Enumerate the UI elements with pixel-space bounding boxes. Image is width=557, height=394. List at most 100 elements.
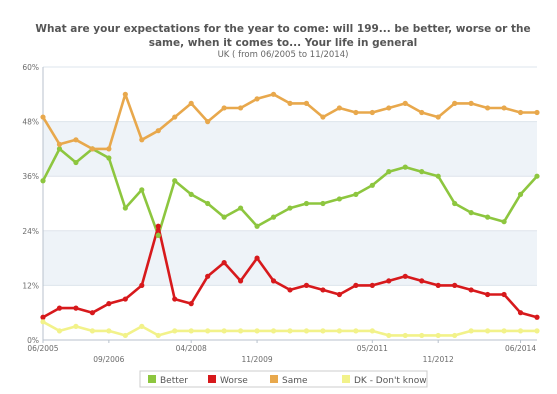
- data-point: [254, 223, 260, 229]
- legend-swatch: [148, 375, 156, 383]
- data-point: [468, 328, 474, 334]
- data-point: [188, 191, 194, 197]
- data-point: [238, 278, 244, 284]
- data-point: [485, 328, 491, 334]
- legend-swatch: [208, 375, 216, 383]
- data-point: [188, 328, 194, 334]
- legend-swatch: [342, 375, 350, 383]
- data-point: [221, 214, 227, 220]
- data-point: [452, 332, 458, 339]
- data-point: [155, 232, 161, 238]
- x-tick-label: 05/2011: [357, 344, 388, 353]
- x-tick-label: 11/2012: [423, 355, 454, 364]
- data-point: [369, 328, 375, 334]
- chart-title-line1: What are your expectations for the year …: [35, 23, 530, 35]
- data-point: [155, 128, 161, 134]
- data-point: [419, 332, 425, 339]
- data-point: [139, 323, 145, 329]
- data-point: [73, 323, 79, 329]
- data-point: [254, 255, 260, 261]
- data-point: [221, 260, 227, 266]
- data-point: [353, 109, 359, 116]
- data-point: [517, 191, 524, 197]
- data-point: [89, 310, 95, 316]
- data-point: [452, 282, 458, 288]
- plot-band: [43, 67, 537, 122]
- data-point: [139, 137, 145, 143]
- data-point: [386, 169, 392, 175]
- plot-band: [43, 230, 537, 286]
- data-point: [485, 291, 491, 298]
- data-point: [534, 173, 540, 179]
- data-point: [320, 328, 326, 334]
- data-point: [435, 332, 441, 339]
- data-point: [320, 287, 326, 293]
- x-tick-label: 06/2005: [27, 344, 58, 353]
- data-point: [287, 287, 293, 293]
- y-tick-label: 60%: [22, 63, 39, 72]
- data-point: [287, 205, 293, 211]
- data-point: [205, 119, 211, 125]
- data-point: [287, 328, 293, 334]
- data-point: [139, 282, 145, 288]
- data-point: [501, 291, 507, 298]
- y-tick-label: 24%: [22, 227, 39, 236]
- data-point: [517, 328, 524, 334]
- data-point: [40, 319, 46, 325]
- data-point: [155, 332, 161, 339]
- data-point: [122, 296, 128, 302]
- data-point: [188, 100, 194, 106]
- data-point: [56, 146, 63, 152]
- data-point: [221, 328, 227, 334]
- data-point: [40, 314, 46, 320]
- data-point: [205, 200, 211, 207]
- data-point: [419, 109, 425, 116]
- data-point: [353, 282, 359, 288]
- data-point: [89, 146, 95, 152]
- data-point: [468, 287, 474, 293]
- data-point: [270, 328, 277, 334]
- x-tick-label: 04/2008: [176, 344, 207, 353]
- data-point: [205, 273, 211, 279]
- data-point: [452, 100, 458, 106]
- data-point: [106, 155, 112, 161]
- legend-label: DK - Don't know: [354, 376, 427, 386]
- data-point: [501, 328, 507, 334]
- data-point: [336, 196, 342, 202]
- data-point: [534, 109, 540, 116]
- data-point: [238, 328, 244, 334]
- data-point: [534, 328, 540, 334]
- plot-band: [43, 121, 537, 177]
- data-point: [172, 178, 178, 184]
- chart-subtitle: UK ( from 06/2005 to 11/2014): [218, 50, 349, 60]
- data-point: [122, 332, 128, 339]
- data-point: [73, 305, 79, 311]
- data-point: [517, 310, 524, 316]
- data-point: [485, 214, 491, 220]
- data-point: [106, 328, 112, 334]
- y-tick-label: 36%: [22, 172, 39, 181]
- data-point: [402, 100, 408, 106]
- data-point: [303, 328, 310, 334]
- data-point: [40, 114, 46, 120]
- data-point: [402, 164, 408, 170]
- data-point: [369, 282, 375, 288]
- data-point: [320, 200, 326, 207]
- data-point: [73, 159, 79, 166]
- legend-label: Better: [160, 376, 188, 386]
- data-point: [501, 219, 507, 225]
- data-point: [386, 332, 392, 339]
- data-point: [270, 278, 277, 284]
- data-point: [435, 173, 441, 179]
- data-point: [452, 200, 458, 207]
- data-point: [205, 328, 211, 334]
- data-point: [56, 305, 63, 311]
- data-point: [122, 91, 128, 97]
- data-point: [287, 100, 293, 106]
- data-point: [501, 105, 507, 111]
- data-point: [106, 301, 112, 307]
- y-tick-label: 48%: [22, 118, 39, 127]
- data-point: [172, 296, 178, 302]
